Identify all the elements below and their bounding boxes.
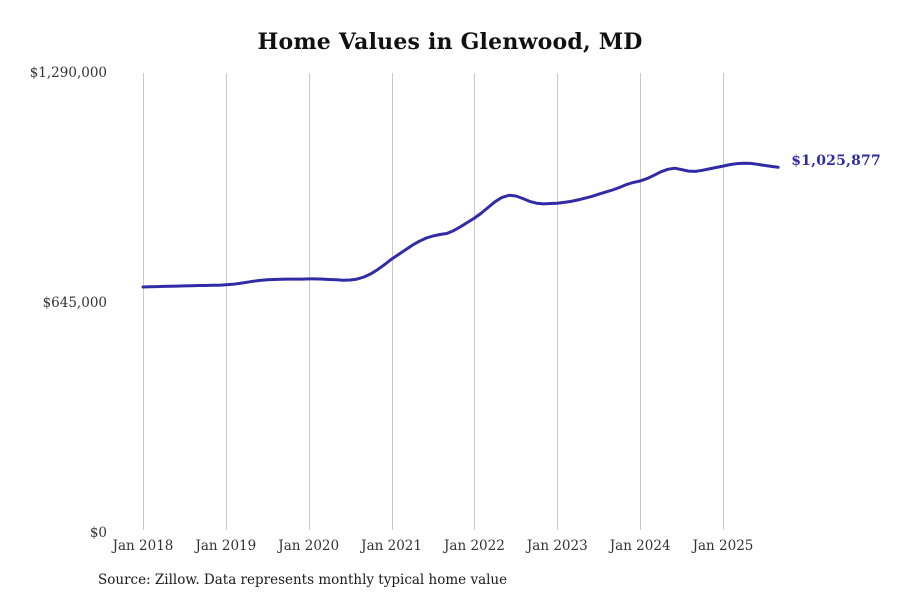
x-tick-label: Jan 2021 xyxy=(361,538,422,554)
x-tick-label: Jan 2023 xyxy=(526,538,588,554)
x-tick-label: Jan 2018 xyxy=(112,538,174,554)
x-tick-label: Jan 2019 xyxy=(195,538,257,554)
x-tick-label: Jan 2025 xyxy=(692,538,754,554)
x-tick-label: Jan 2020 xyxy=(278,538,340,554)
vertical-gridlines xyxy=(143,73,724,530)
y-tick-label: $1,290,000 xyxy=(29,65,107,81)
source-note: Source: Zillow. Data represents monthly … xyxy=(98,572,508,588)
chart-title: Home Values in Glenwood, MD xyxy=(257,29,643,55)
x-tick-label: Jan 2024 xyxy=(609,538,671,554)
final-value-label: $1,025,877 xyxy=(791,153,881,170)
x-tick-label: Jan 2022 xyxy=(444,538,505,554)
y-tick-label: $0 xyxy=(89,525,107,541)
home-value-line-series xyxy=(141,161,780,289)
y-tick-label: $645,000 xyxy=(42,295,107,311)
